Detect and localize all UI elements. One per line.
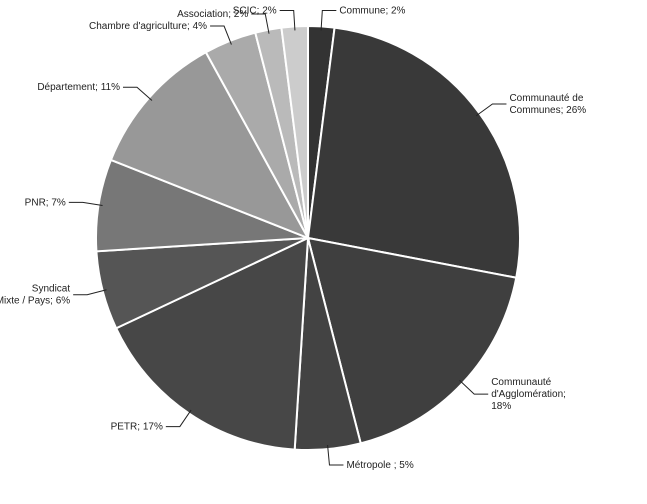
label-line: SCIC; 2% <box>233 5 277 16</box>
label-line: Association; 2% <box>177 9 248 20</box>
slice-label: Communauté d'Agglomération; 18% <box>491 377 566 412</box>
leader-line <box>73 289 107 296</box>
label-line: d'Agglomération; <box>491 389 566 400</box>
leader-line <box>68 201 103 206</box>
pie-slice <box>306 26 521 279</box>
label-line: PNR; 7% <box>25 197 66 208</box>
label-line: PETR; 17% <box>111 422 163 433</box>
label-line: 18% <box>491 401 511 412</box>
slice-label: Chambre d'agriculture; 4% <box>89 21 207 32</box>
leader-line <box>459 380 489 395</box>
label-line: Syndicat <box>32 284 71 295</box>
leader-line <box>251 13 270 34</box>
label-line: Métropole ; 5% <box>346 460 413 471</box>
label-line: Communes; 26% <box>509 105 586 116</box>
slice-label: Communauté de Communes; 26% <box>509 93 586 116</box>
slice-label: SCIC; 2% <box>233 5 277 16</box>
leader-line <box>210 25 232 45</box>
label-line: Communauté <box>491 377 551 388</box>
slice-label: Syndicat Mixte / Pays; 6% <box>0 284 70 307</box>
leader-line <box>320 9 337 31</box>
slice-label: PNR; 7% <box>25 197 66 208</box>
label-line: Communauté de <box>509 93 583 104</box>
label-line: Mixte / Pays; 6% <box>0 296 70 307</box>
slice-label: Association; 2% <box>177 9 248 20</box>
slice-label: Département; 11% <box>37 82 120 93</box>
leader-line <box>165 409 192 428</box>
slice-label: Commune; 2% <box>339 5 405 16</box>
label-line: Département; 11% <box>37 82 120 93</box>
leader-line <box>279 9 296 31</box>
label-line: Commune; 2% <box>339 5 405 16</box>
label-line: Chambre d'agriculture; 4% <box>89 21 207 32</box>
slice-label: Métropole ; 5% <box>346 460 413 471</box>
slice-label: PETR; 17% <box>111 422 163 433</box>
leader-line <box>475 103 507 117</box>
leader-line <box>122 86 153 101</box>
leader-line <box>327 445 344 466</box>
